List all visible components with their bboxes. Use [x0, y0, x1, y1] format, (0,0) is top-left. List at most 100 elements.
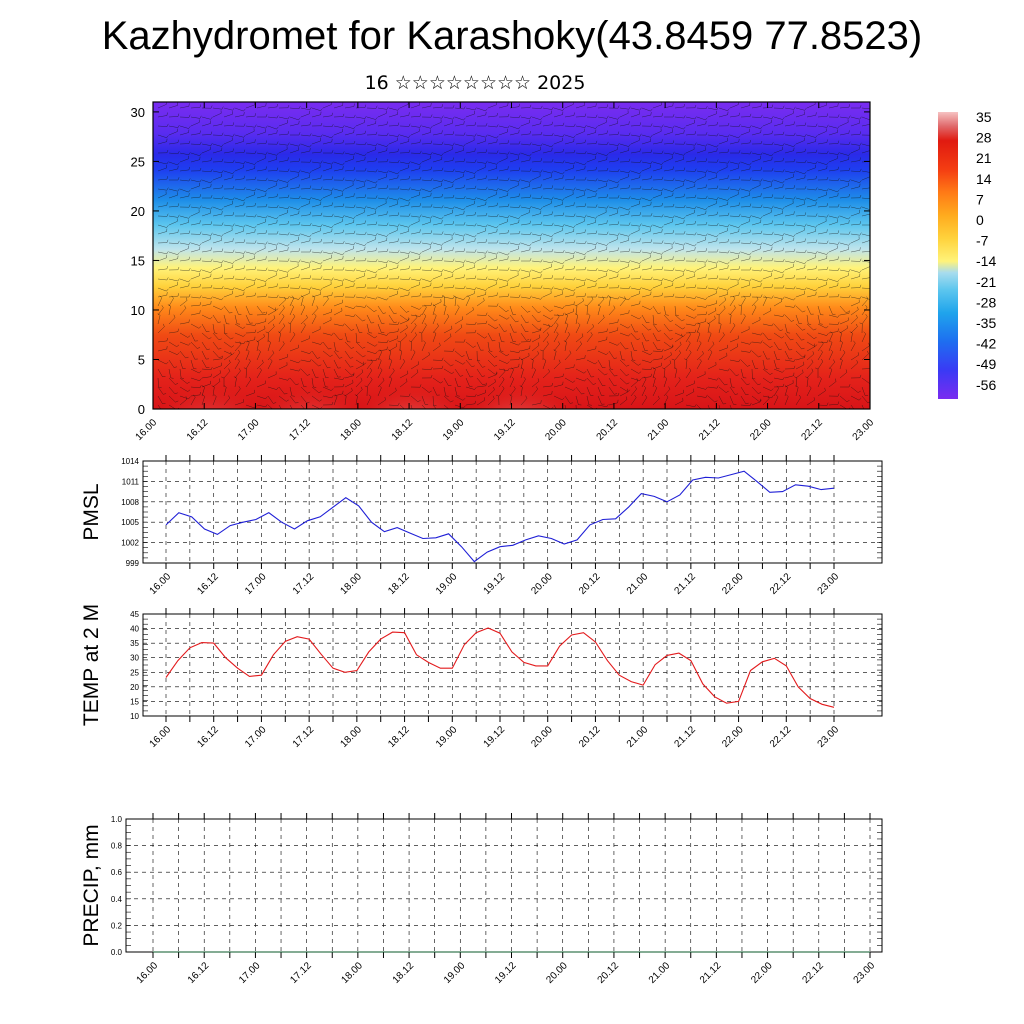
y-tick-label: 45 [130, 610, 139, 619]
colorbar-label: 14 [976, 171, 992, 187]
x-tick-label: 20.00 [529, 724, 555, 750]
y-tick-label: 35 [130, 639, 139, 648]
x-tick-label: 18.00 [339, 724, 365, 750]
series-line [165, 470, 835, 563]
heat-cell [462, 347, 578, 409]
x-tick-label: 16.00 [148, 724, 174, 750]
x-tick-label: 17.00 [243, 724, 269, 750]
x-tick-label: 22.12 [799, 417, 825, 443]
x-tick-label: 21.12 [697, 417, 723, 443]
y-tick-label: 0.4 [111, 895, 123, 904]
x-tick-label: 18.12 [386, 724, 412, 750]
x-tick-label: 18.12 [391, 960, 417, 986]
y-axis-title: PMSL [80, 483, 103, 540]
y-tick-label: 1002 [121, 539, 139, 548]
y-tick-label: 1.0 [111, 815, 123, 824]
colorbar-label: -28 [976, 294, 996, 310]
y-tick-label: 20 [131, 204, 145, 219]
y-tick-label: 1014 [121, 457, 139, 466]
y-tick-label: 15 [131, 253, 145, 268]
x-tick-label: 21.12 [673, 724, 699, 750]
x-tick-label: 21.00 [647, 960, 673, 986]
colorbar-label: -7 [976, 233, 989, 249]
x-tick-label: 20.12 [577, 571, 603, 597]
x-tick-label: 17.12 [288, 960, 314, 986]
x-tick-label: 23.00 [852, 960, 878, 986]
x-tick-label: 22.12 [768, 724, 794, 750]
y-tick-label: 0 [138, 402, 145, 417]
colorbar-label: -42 [976, 336, 996, 352]
x-tick-label: 17.00 [243, 571, 269, 597]
x-tick-label: 18.00 [339, 571, 365, 597]
x-tick-label: 19.00 [441, 417, 467, 443]
x-tick-label: 19.00 [434, 571, 460, 597]
chart-subtitle: 16 ☆☆☆☆☆☆☆☆ 2025 [364, 72, 586, 94]
x-tick-label: 22.00 [720, 571, 746, 597]
x-tick-label: 19.12 [493, 960, 519, 986]
x-tick-label: 22.12 [768, 571, 794, 597]
colorbar-label: 28 [976, 130, 992, 146]
pmsl-panel: 1014 1011 1008 1005 1002 999 16.00 16.12 17.00 17… [80, 455, 883, 597]
y-tick-label: 30 [131, 105, 145, 120]
colorbar-label: 21 [976, 150, 992, 166]
chart-title: Kazhydromet for Karashoky(43.8459 77.852… [101, 14, 923, 58]
colorbar-labels: 35 28 21 14 7 0 -7 -14 -21 -28 -35 -42 -49 -56 [976, 109, 996, 393]
colorbar-label: 0 [976, 212, 984, 228]
heat-cell [354, 347, 470, 409]
x-tick-label: 18.12 [390, 417, 416, 443]
x-tick-label: 22.00 [749, 960, 775, 986]
y-axis-title: TEMP at 2 M [80, 604, 103, 726]
y-axis-title: PRECIP, mm [80, 824, 103, 946]
y-tick-label: 15 [130, 697, 139, 706]
x-tick-label: 23.00 [816, 571, 842, 597]
x-tick-label: 17.12 [287, 417, 313, 443]
x-tick-label: 21.00 [625, 724, 651, 750]
colorbar-label: -14 [976, 253, 996, 269]
colorbar-label: 7 [976, 191, 984, 207]
y-tick-label: 0.6 [111, 868, 123, 877]
y-tick-label: 1008 [121, 498, 139, 507]
y-tick-label: 1011 [122, 477, 140, 486]
x-tick-label: 16.12 [185, 417, 211, 443]
x-tick-label: 19.12 [482, 724, 508, 750]
colorbar: 35 28 21 14 7 0 -7 -14 -21 -28 -35 -42 -49 -56 [938, 109, 996, 399]
x-tick-label: 18.00 [340, 960, 366, 986]
x-tick-label: 21.12 [673, 571, 699, 597]
x-tick-label: 18.00 [339, 417, 365, 443]
colorbar-label: -56 [976, 377, 996, 393]
x-tick-label: 16.12 [195, 571, 221, 597]
y-tick-label: 40 [130, 625, 139, 634]
x-tick-label: 17.12 [291, 571, 317, 597]
x-tick-label: 17.00 [237, 960, 263, 986]
y-tick-label: 1005 [121, 518, 139, 527]
heat-cell [153, 347, 268, 409]
wind-barb-field [157, 102, 870, 409]
x-tick-label: 16.00 [148, 571, 174, 597]
surface-heat-cells [153, 347, 578, 409]
cross-section-y-axis: 0 5 10 15 20 25 30 [131, 105, 870, 417]
y-tick-label: 25 [131, 154, 145, 169]
y-tick-label: 10 [131, 303, 145, 318]
x-tick-label: 16.00 [135, 960, 161, 986]
x-tick-label: 17.12 [291, 724, 317, 750]
x-tick-label: 20.12 [595, 417, 621, 443]
x-tick-label: 21.00 [646, 417, 672, 443]
x-tick-label: 17.00 [236, 417, 262, 443]
colorbar-ramp [938, 112, 958, 399]
y-tick-label: 0.8 [111, 842, 123, 851]
temperature-panel: 45 40 35 30 25 20 15 10 16.00 16.12 17.00 17.12 18.0… [80, 604, 883, 750]
panel-frame [142, 613, 883, 717]
x-tick-label: 20.00 [543, 417, 569, 443]
x-tick-label: 22.00 [748, 417, 774, 443]
y-tick-label: 25 [130, 668, 139, 677]
x-tick-label: 20.12 [596, 960, 622, 986]
x-tick-label: 19.00 [442, 960, 468, 986]
x-tick-label: 19.12 [482, 571, 508, 597]
x-tick-label: 16.00 [134, 417, 160, 443]
x-tick-label: 23.00 [816, 724, 842, 750]
y-tick-label: 0.2 [111, 921, 123, 930]
colorbar-label: -21 [976, 274, 996, 290]
precipitation-panel: 1.0 0.8 0.6 0.4 0.2 0.0 16.00 16.12 17.00 17.12 18… [80, 813, 883, 986]
x-tick-label: 20.00 [529, 571, 555, 597]
